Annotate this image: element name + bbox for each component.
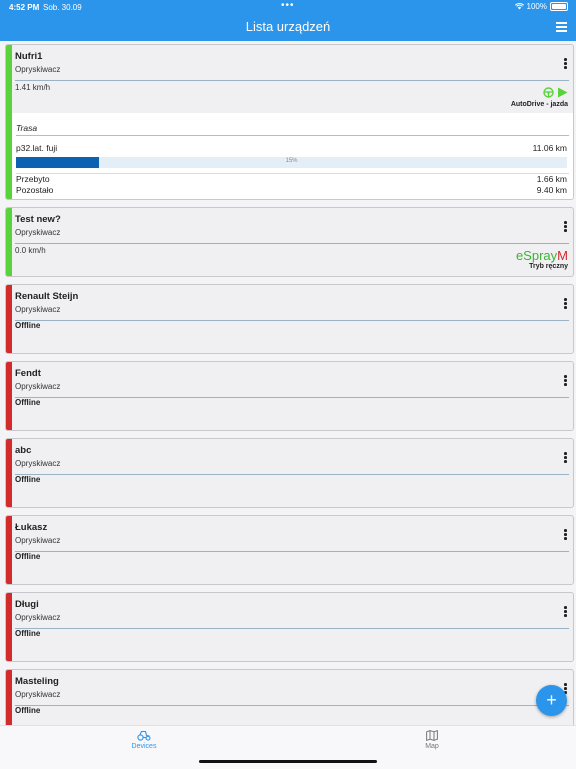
page-title: Lista urządzeń	[245, 19, 331, 34]
device-type: Opryskiwacz	[15, 382, 61, 391]
more-options-icon[interactable]	[564, 298, 567, 310]
status-stripe	[6, 208, 12, 276]
device-name: abc	[15, 445, 32, 456]
divider	[16, 173, 569, 174]
status-stripe	[6, 439, 12, 507]
device-speed: 1.41 km/h	[15, 83, 51, 92]
divider	[15, 474, 569, 475]
battery-icon	[550, 2, 568, 11]
device-type: Opryskiwacz	[15, 613, 61, 622]
device-card[interactable]: Renault Steijn Opryskiwacz Offline	[5, 284, 574, 354]
play-icon	[558, 87, 568, 98]
status-date: Sob. 30.09	[43, 3, 82, 12]
device-name: Test new?	[15, 214, 61, 225]
device-name: Nufri1	[15, 51, 43, 62]
autodrive-icons	[543, 87, 568, 98]
route-progress-bar: 15%	[16, 157, 567, 168]
device-card[interactable]: abc Opryskiwacz Offline	[5, 438, 574, 508]
status-stripe	[6, 516, 12, 584]
route-label: Trasa	[16, 123, 38, 133]
route-total-distance: 11.06 km	[532, 143, 567, 153]
more-options-icon[interactable]	[564, 606, 567, 618]
status-label: Offline	[15, 629, 41, 638]
route-progress-fill	[16, 157, 99, 168]
status-stripe	[6, 285, 12, 353]
route-left-label: Pozostało	[16, 185, 54, 195]
divider	[15, 397, 569, 398]
route-left-row: Pozostało 9.40 km	[16, 185, 567, 195]
more-options-icon[interactable]	[564, 58, 567, 70]
status-label: Offline	[15, 321, 41, 330]
route-done-value: 1.66 km	[536, 174, 567, 184]
divider	[15, 243, 569, 244]
status-stripe	[6, 362, 12, 430]
device-name: Fendt	[15, 368, 41, 379]
device-name: Renault Steijn	[15, 291, 79, 302]
divider	[15, 320, 569, 321]
route-panel: Trasa p32.lat. fuji 11.06 km 15% Przebyt…	[12, 113, 573, 199]
hamburger-menu-icon[interactable]	[556, 22, 567, 34]
route-name: p32.lat. fuji	[16, 143, 58, 153]
tab-devices[interactable]: Devices	[114, 730, 174, 750]
mode-label: AutoDrive - jazda	[510, 101, 568, 108]
steering-wheel-icon	[543, 87, 554, 98]
device-type: Opryskiwacz	[15, 228, 61, 237]
status-stripe	[6, 45, 12, 199]
device-name: Masteling	[15, 676, 59, 687]
status-time: 4:52 PM	[9, 3, 40, 12]
device-type: Opryskiwacz	[15, 690, 61, 699]
more-options-icon[interactable]	[564, 452, 567, 464]
status-label: Offline	[15, 398, 41, 407]
device-card[interactable]: Test new? Opryskiwacz 0.0 km/h eSprayM T…	[5, 207, 574, 277]
device-card[interactable]: Nufri1 Opryskiwacz 1.41 km/h AutoDrive -…	[5, 44, 574, 200]
tractor-icon	[137, 730, 151, 741]
app-header: 4:52 PM Sob. 30.09 ••• 100% Lista urządz…	[0, 0, 576, 41]
espray-logo: eSprayM	[515, 248, 568, 263]
route-done-row: Przebyto 1.66 km	[16, 174, 567, 184]
divider	[15, 628, 569, 629]
more-options-icon[interactable]	[564, 221, 567, 233]
status-stripe	[6, 593, 12, 661]
multitasking-dots-icon[interactable]: •••	[281, 0, 295, 11]
tab-map-label: Map	[425, 743, 439, 750]
route-progress-text: 15%	[285, 158, 298, 164]
status-label: Offline	[15, 475, 41, 484]
device-type: Opryskiwacz	[15, 305, 61, 314]
device-name: Łukasz	[15, 522, 48, 533]
more-options-icon[interactable]	[564, 375, 567, 387]
device-type: Opryskiwacz	[15, 459, 61, 468]
device-card[interactable]: Łukasz Opryskiwacz Offline	[5, 515, 574, 585]
status-label: Offline	[15, 552, 41, 561]
map-icon	[426, 730, 438, 741]
tab-devices-label: Devices	[131, 743, 157, 750]
route-left-value: 9.40 km	[536, 185, 567, 195]
divider	[15, 80, 569, 81]
more-options-icon[interactable]	[564, 529, 567, 541]
device-type: Opryskiwacz	[15, 65, 61, 74]
add-device-button[interactable]: +	[536, 685, 567, 716]
status-stripe	[6, 670, 12, 738]
wifi-icon	[514, 3, 524, 10]
more-options-icon[interactable]	[564, 683, 567, 695]
device-name: Długi	[15, 599, 39, 610]
mode-label: Tryb ręczny	[529, 263, 568, 270]
device-card[interactable]: Długi Opryskiwacz Offline	[5, 592, 574, 662]
status-indicators: 100%	[514, 2, 568, 11]
route-done-label: Przebyto	[16, 174, 50, 184]
divider	[15, 551, 569, 552]
device-card[interactable]: Fendt Opryskiwacz Offline	[5, 361, 574, 431]
battery-percent: 100%	[526, 2, 547, 11]
device-type: Opryskiwacz	[15, 536, 61, 545]
divider	[15, 705, 569, 706]
status-label: Offline	[15, 706, 41, 715]
tab-map[interactable]: Map	[402, 730, 462, 750]
device-speed: 0.0 km/h	[15, 246, 46, 255]
home-indicator	[199, 760, 377, 763]
divider	[16, 135, 569, 136]
